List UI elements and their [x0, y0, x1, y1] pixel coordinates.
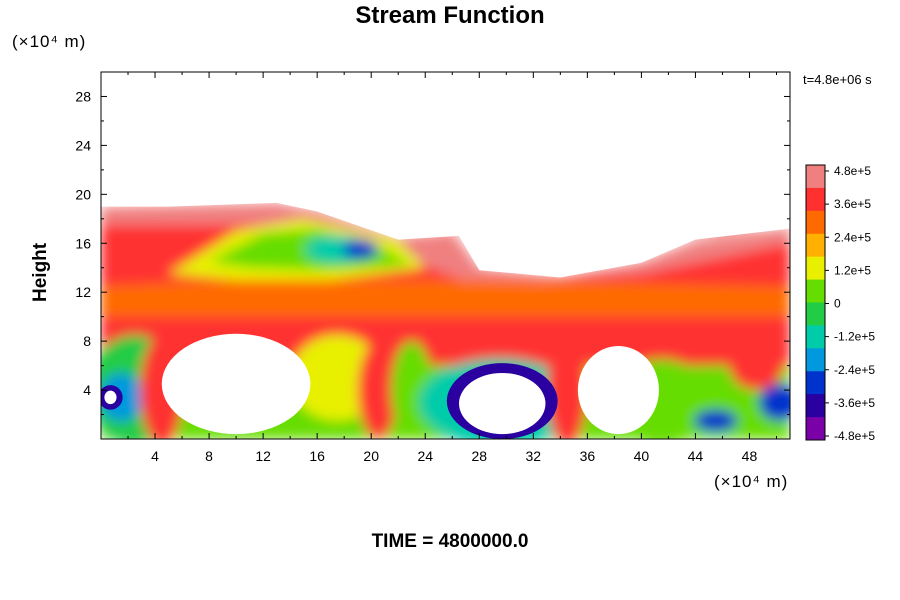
colorbar-label: 4.8e+5: [834, 164, 871, 178]
field-red-pillar-2: [357, 341, 399, 439]
colorbar-frame: [805, 164, 826, 441]
time-label: TIME = 4800000.0: [371, 531, 529, 552]
x-tick-label: 16: [309, 448, 325, 464]
colorbar-swatch: [806, 371, 825, 395]
x-tick-label: 48: [742, 448, 758, 464]
x-tick-label: 4: [151, 448, 159, 464]
contour-field: [101, 72, 790, 439]
colorbar-swatch: [806, 165, 825, 189]
colorbar: 4.8e+5 3.6e+5 2.4e+5 1.2e+5 0 -1.2e+5 -2.4e+5 -…: [805, 164, 875, 443]
x-axis-unit: (×10⁴ m): [714, 472, 789, 491]
colorbar-swatch: [806, 279, 825, 303]
x-tick-label: 24: [417, 448, 433, 464]
void-left-large: [161, 333, 311, 435]
colorbar-label: -4.8e+5: [834, 429, 875, 443]
chart-title: Stream Function: [355, 2, 545, 29]
colorbar-swatch: [806, 325, 825, 349]
colorbar-swatch: [806, 394, 825, 418]
x-tick-label: 40: [634, 448, 650, 464]
vortex-middle-core: [459, 372, 546, 435]
y-tick-label: 8: [83, 333, 91, 349]
y-axis-unit: (×10⁴ m): [12, 32, 87, 51]
y-tick-label: 20: [75, 186, 91, 202]
y-tick-label: 16: [75, 235, 91, 251]
colorbar-swatch: [806, 417, 825, 441]
colorbar-label: -2.4e+5: [834, 363, 875, 377]
colorbar-swatch: [806, 256, 825, 281]
colorbar-swatch: [806, 187, 825, 212]
vortex-left-core: [104, 390, 117, 405]
y-axis-ticks: 4 8 12 16 20 24 28: [75, 88, 790, 416]
x-tick-label: 32: [526, 448, 542, 464]
colorbar-label: 0: [834, 297, 841, 311]
colorbar-label: -1.2e+5: [834, 330, 875, 344]
colorbar-swatch: [806, 348, 825, 372]
colorbar-label: 1.2e+5: [834, 263, 871, 277]
plot-frame: [100, 71, 791, 440]
x-tick-label: 12: [255, 448, 271, 464]
colorbar-swatch: [806, 210, 825, 235]
field-orange-mid: [101, 280, 790, 317]
x-tick-label: 20: [363, 448, 379, 464]
void-upper-sky: [101, 72, 790, 278]
field-red-pillar-3: [546, 335, 588, 439]
y-tick-label: 24: [75, 137, 91, 153]
field-right-blue: [694, 409, 738, 432]
field-right-red: [729, 341, 784, 391]
x-tick-label: 28: [471, 448, 487, 464]
x-tick-label: 44: [688, 448, 704, 464]
colorbar-label: -3.6e+5: [834, 396, 875, 410]
time-stamp: t=4.8e+06 s: [803, 72, 872, 87]
colorbar-label: 3.6e+5: [834, 197, 871, 211]
y-tick-label: 12: [75, 284, 91, 300]
field-pink-edge: [101, 202, 790, 287]
field-upper-blue: [342, 239, 378, 260]
field-edge-blue: [758, 383, 790, 421]
colorbar-swatch: [806, 233, 825, 258]
colorbar-label: 2.4e+5: [834, 230, 871, 244]
x-axis-ticks: 4 8 12 16 20 24 28 32 36 40 44 48: [127, 72, 777, 464]
x-tick-label: 8: [205, 448, 213, 464]
y-tick-label: 4: [83, 382, 91, 398]
void-right: [577, 346, 659, 435]
colorbar-swatch: [806, 302, 825, 326]
x-tick-label: 36: [580, 448, 596, 464]
y-tick-label: 28: [75, 88, 91, 104]
